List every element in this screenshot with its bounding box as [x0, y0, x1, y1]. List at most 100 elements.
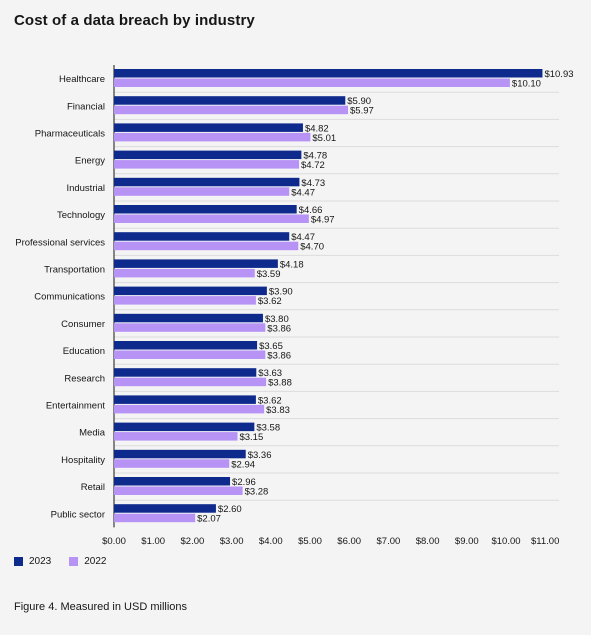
bar-2022 — [114, 268, 255, 278]
data-label-2023: $3.65 — [259, 341, 283, 352]
category-label: Retail — [81, 482, 105, 493]
data-label-2022: $3.86 — [267, 351, 291, 362]
bar-2023 — [114, 422, 255, 432]
bar-2023 — [114, 286, 267, 296]
x-tick-label: $10.00 — [491, 536, 520, 547]
category-label: Hospitality — [61, 455, 105, 466]
bar-2022 — [114, 132, 311, 142]
bar-2022 — [114, 323, 266, 332]
x-tick-label: $11.00 — [531, 536, 559, 547]
x-tick-label: $3.00 — [220, 536, 244, 547]
bar-2023 — [114, 477, 231, 486]
bar-2023 — [114, 259, 278, 268]
bar-2023 — [114, 368, 257, 377]
data-label-2022: $4.72 — [301, 160, 325, 171]
x-tick-label: $2.00 — [181, 536, 205, 547]
data-label-2023: $3.63 — [258, 368, 282, 379]
data-label-2023: $2.60 — [218, 504, 242, 515]
bar-2023 — [114, 96, 346, 105]
data-label-2023: $3.36 — [248, 450, 272, 461]
bar-2022 — [114, 486, 243, 495]
category-label: Consumer — [61, 319, 105, 330]
data-label-2022: $4.97 — [311, 215, 335, 226]
bar-2022 — [114, 404, 265, 414]
data-label-2023: $3.90 — [269, 287, 293, 298]
data-label-2023: $10.93 — [544, 69, 573, 80]
legend-swatch-2022 — [69, 557, 79, 566]
bar-2022 — [114, 160, 300, 169]
bar-2022 — [114, 105, 349, 115]
data-label-2023: $4.82 — [305, 123, 329, 134]
x-tick-label: $0.00 — [102, 536, 126, 547]
x-tick-label: $9.00 — [455, 536, 479, 547]
x-tick-label: $4.00 — [259, 536, 283, 547]
category-label: Media — [79, 428, 106, 439]
bar-2022 — [114, 296, 256, 305]
data-label-2022: $3.15 — [239, 432, 263, 443]
data-label-2022: $5.01 — [312, 133, 336, 144]
category-label: Healthcare — [59, 74, 105, 85]
category-label: Transportation — [44, 265, 105, 276]
category-label: Research — [64, 373, 105, 384]
data-label-2023: $4.73 — [301, 178, 325, 189]
bar-2023 — [114, 504, 216, 513]
data-label-2023: $3.62 — [258, 395, 282, 406]
category-label: Energy — [75, 156, 105, 167]
category-label: Technology — [57, 210, 105, 221]
legend-item-2022: 2022 — [69, 556, 107, 567]
data-label-2023: $3.58 — [256, 423, 280, 434]
bar-2022 — [114, 241, 299, 251]
bar-2023 — [114, 150, 302, 160]
data-label-2023: $4.78 — [303, 151, 327, 162]
legend-label-2023: 2023 — [29, 556, 52, 567]
x-tick-label: $1.00 — [141, 536, 165, 547]
bar-chart: Healthcare $10.93$10.10 Financial $5.90$5.9… — [15, 65, 574, 547]
category-label: Public sector — [51, 509, 105, 520]
figure-caption: Figure 4. Measured in USD millions — [14, 601, 188, 613]
category-label: Financial — [67, 101, 105, 112]
data-label-2022: $5.97 — [350, 106, 374, 117]
data-label-2023: $4.47 — [291, 232, 315, 243]
data-label-2023: $4.18 — [280, 259, 304, 270]
x-tick-label: $5.00 — [298, 536, 322, 547]
bar-2023 — [114, 232, 290, 241]
category-label: Industrial — [66, 183, 105, 194]
category-label: Entertainment — [46, 401, 106, 412]
data-label-2023: $4.66 — [299, 205, 323, 216]
bar-2023 — [114, 395, 256, 404]
legend-item-2023: 2023 — [14, 556, 51, 567]
bar-2023 — [114, 341, 258, 350]
category-label: Education — [63, 346, 105, 357]
x-tick-label: $7.00 — [377, 536, 401, 547]
x-tick-label: $8.00 — [416, 536, 440, 547]
legend-label-2022: 2022 — [84, 556, 107, 567]
bar-2022 — [114, 187, 290, 196]
bar-2022 — [114, 432, 238, 441]
legend: 2023 2022 — [14, 556, 107, 567]
bar-2023 — [114, 449, 246, 459]
data-label-2022: $4.47 — [291, 187, 315, 198]
data-label-2023: $3.80 — [265, 314, 289, 325]
bar-2022 — [114, 459, 230, 468]
bar-2023 — [114, 69, 543, 78]
bar-2022 — [114, 214, 309, 223]
data-label-2022: $3.83 — [266, 405, 290, 416]
bar-2022 — [114, 78, 510, 87]
legend-swatch-2023 — [14, 557, 23, 566]
data-label-2022: $2.07 — [197, 514, 221, 525]
data-label-2022: $3.59 — [257, 269, 281, 280]
bar-2023 — [114, 205, 297, 214]
bar-2023 — [114, 123, 303, 132]
data-label-2023: $5.90 — [347, 96, 371, 107]
bar-2022 — [114, 513, 196, 523]
data-label-2022: $2.94 — [231, 459, 255, 470]
bar-2022 — [114, 350, 266, 359]
x-tick-label: $6.00 — [337, 536, 361, 547]
data-label-2022: $3.28 — [245, 487, 269, 498]
bar-2023 — [114, 313, 263, 323]
data-label-2022: $3.62 — [258, 296, 282, 307]
bar-2023 — [114, 177, 300, 187]
data-label-2022: $3.88 — [268, 378, 292, 389]
category-label: Pharmaceuticals — [35, 129, 105, 140]
chart-title: Cost of a data breach by industry — [14, 12, 255, 29]
